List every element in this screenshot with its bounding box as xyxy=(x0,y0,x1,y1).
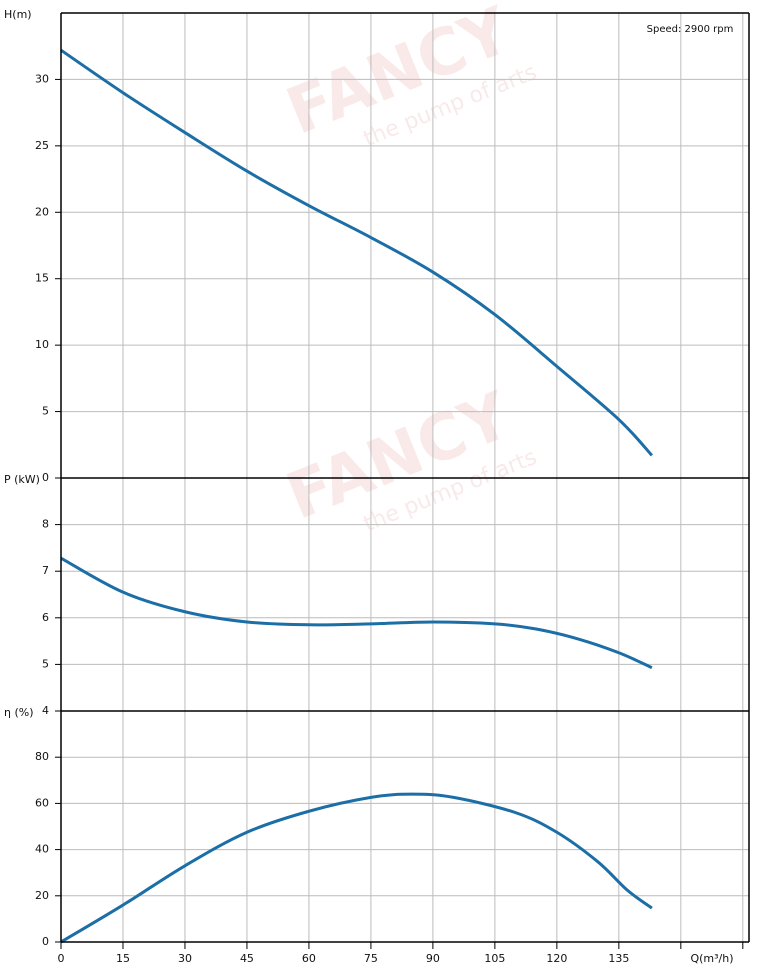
y-tick-label: 20 xyxy=(35,205,49,218)
y-tick-label: 15 xyxy=(35,272,49,285)
y-tick-label: 6 xyxy=(42,611,49,624)
y-tick-label: 7 xyxy=(42,564,49,577)
watermark: FANCY the pump of arts xyxy=(277,379,540,537)
watermark: FANCY the pump of arts xyxy=(277,0,540,152)
y-tick-label: 80 xyxy=(35,750,49,763)
y-tick-label: 20 xyxy=(35,889,49,902)
x-tick-label: 105 xyxy=(484,952,505,965)
y-axis-label: H(m) xyxy=(4,8,32,21)
x-tick-label: 75 xyxy=(364,952,378,965)
y-tick-label: 0 xyxy=(42,935,49,948)
x-tick-label: 45 xyxy=(240,952,254,965)
y-axis-label: η (%) xyxy=(4,706,34,719)
x-tick-label: 0 xyxy=(58,952,65,965)
curve xyxy=(60,792,653,944)
y-tick-label: 5 xyxy=(42,657,49,670)
x-tick-label: 30 xyxy=(178,952,192,965)
y-axis-label: P (kW) xyxy=(4,473,40,486)
y-tick-label: 25 xyxy=(35,139,49,152)
y-tick-label: 4 xyxy=(42,704,49,717)
y-tick-label: 40 xyxy=(35,843,49,856)
y-tick-label: 0 xyxy=(42,471,49,484)
x-tick-label: 120 xyxy=(546,952,567,965)
y-tick-label: 10 xyxy=(35,338,49,351)
y-tick-label: 8 xyxy=(42,518,49,531)
curve xyxy=(60,48,654,457)
x-tick-label: 135 xyxy=(608,952,629,965)
annotation: Speed: 2900 rpm xyxy=(647,24,734,35)
y-tick-label: 30 xyxy=(35,72,49,85)
x-tick-label: 15 xyxy=(116,952,130,965)
curve xyxy=(60,556,653,670)
y-tick-label: 60 xyxy=(35,796,49,809)
x-axis-label: Q(m³/h) xyxy=(690,952,733,965)
x-tick-label: 60 xyxy=(302,952,316,965)
y-tick-label: 5 xyxy=(42,405,49,418)
x-tick-label: 90 xyxy=(426,952,440,965)
